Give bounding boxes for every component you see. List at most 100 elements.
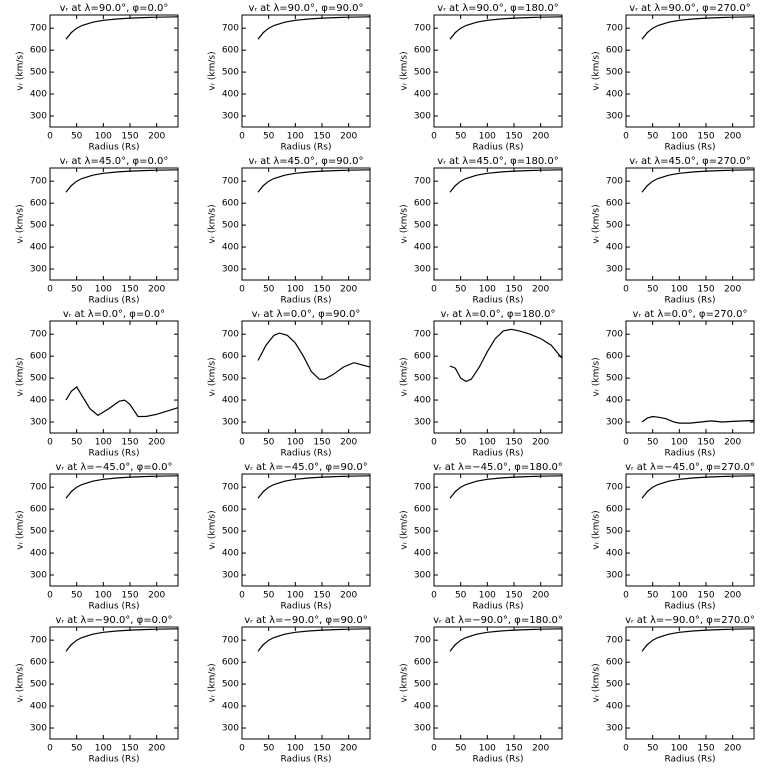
data-line (257, 16, 371, 40)
data-line (641, 628, 755, 652)
plot-frame (625, 626, 755, 740)
x-axis-label: Radius (Rs) (664, 296, 715, 306)
plot-frame (49, 320, 179, 434)
x-axis-label: Radius (Rs) (280, 602, 331, 612)
x-tick-label: 100 (95, 591, 112, 601)
y-axis-label: vᵣ (km/s) (400, 357, 410, 396)
panel-title: vᵣ at λ=−45.0°, φ=270.0° (625, 462, 755, 473)
x-tick-label: 150 (313, 744, 330, 754)
y-tick-label: 600 (414, 352, 431, 362)
y-tick-label: 500 (30, 680, 47, 690)
x-tick-label: 200 (724, 438, 741, 448)
y-tick-label: 600 (414, 199, 431, 209)
y-tick-label: 500 (222, 680, 239, 690)
y-tick-label: 400 (414, 702, 431, 712)
plot-frame (49, 473, 179, 587)
plot-frame (241, 320, 371, 434)
x-tick-label: 150 (697, 285, 714, 295)
y-tick-label: 400 (606, 549, 623, 559)
y-tick-label: 500 (30, 527, 47, 537)
y-tick-label: 700 (414, 24, 431, 34)
data-line (641, 415, 755, 424)
y-tick-label: 400 (606, 243, 623, 253)
x-tick-label: 100 (95, 285, 112, 295)
y-tick-label: 400 (222, 702, 239, 712)
data-line (449, 328, 563, 383)
x-tick-label: 200 (724, 744, 741, 754)
x-axis-label: Radius (Rs) (280, 143, 331, 153)
x-axis-label: Radius (Rs) (664, 602, 715, 612)
x-tick-label: 150 (505, 591, 522, 601)
y-axis-label: vᵣ (km/s) (592, 357, 602, 396)
y-tick-label: 300 (606, 724, 623, 734)
x-tick-label: 100 (287, 285, 304, 295)
data-line (257, 475, 371, 499)
plot-frame (433, 14, 563, 128)
y-tick-label: 600 (222, 352, 239, 362)
x-tick-label: 0 (239, 438, 245, 448)
data-line (641, 169, 755, 193)
x-tick-label: 100 (95, 438, 112, 448)
x-tick-label: 100 (287, 132, 304, 142)
y-tick-label: 400 (222, 396, 239, 406)
x-axis-label: Radius (Rs) (472, 755, 523, 765)
x-axis-label: Radius (Rs) (664, 449, 715, 459)
y-axis-label: vᵣ (km/s) (208, 663, 218, 702)
x-tick-label: 50 (263, 591, 275, 601)
x-tick-label: 200 (532, 591, 549, 601)
x-tick-label: 200 (532, 132, 549, 142)
panel-title: vᵣ at λ=90.0°, φ=270.0° (629, 3, 750, 14)
panel-title: vᵣ at λ=−45.0°, φ=0.0° (55, 462, 172, 473)
x-tick-label: 0 (431, 591, 437, 601)
data-line (65, 169, 179, 193)
x-tick-label: 50 (647, 438, 659, 448)
x-axis-label: Radius (Rs) (280, 755, 331, 765)
y-tick-label: 400 (30, 243, 47, 253)
y-tick-label: 700 (414, 483, 431, 493)
y-tick-label: 400 (30, 549, 47, 559)
y-tick-label: 700 (30, 330, 47, 340)
x-tick-label: 100 (287, 591, 304, 601)
panel-title: vᵣ at λ=45.0°, φ=180.0° (437, 156, 558, 167)
x-tick-label: 0 (431, 285, 437, 295)
plot-frame (241, 473, 371, 587)
x-tick-label: 100 (671, 744, 688, 754)
y-tick-label: 400 (222, 243, 239, 253)
y-axis-label: vᵣ (km/s) (400, 663, 410, 702)
x-tick-label: 50 (71, 132, 83, 142)
y-tick-label: 400 (606, 90, 623, 100)
data-line (449, 628, 563, 652)
x-tick-label: 200 (340, 591, 357, 601)
y-axis-label: vᵣ (km/s) (16, 510, 26, 549)
y-tick-label: 700 (30, 24, 47, 34)
data-line (257, 332, 371, 380)
data-line (257, 169, 371, 193)
plot-frame (49, 167, 179, 281)
x-tick-label: 100 (671, 591, 688, 601)
y-tick-label: 400 (30, 702, 47, 712)
y-tick-label: 400 (606, 396, 623, 406)
data-line (449, 475, 563, 499)
x-tick-label: 0 (239, 285, 245, 295)
y-tick-label: 500 (222, 68, 239, 78)
y-tick-label: 300 (606, 571, 623, 581)
x-tick-label: 200 (532, 744, 549, 754)
y-tick-label: 700 (414, 330, 431, 340)
y-tick-label: 500 (30, 68, 47, 78)
x-tick-label: 50 (263, 438, 275, 448)
y-tick-label: 500 (606, 680, 623, 690)
x-tick-label: 0 (623, 744, 629, 754)
y-tick-label: 700 (222, 330, 239, 340)
data-line (641, 475, 755, 499)
y-tick-label: 600 (414, 658, 431, 668)
y-tick-label: 700 (606, 24, 623, 34)
y-tick-label: 500 (606, 68, 623, 78)
x-tick-label: 150 (121, 438, 138, 448)
x-axis-label: Radius (Rs) (88, 755, 139, 765)
x-tick-label: 150 (313, 132, 330, 142)
x-tick-label: 50 (71, 744, 83, 754)
y-tick-label: 700 (606, 330, 623, 340)
y-axis-label: vᵣ (km/s) (16, 357, 26, 396)
y-axis-label: vᵣ (km/s) (208, 357, 218, 396)
